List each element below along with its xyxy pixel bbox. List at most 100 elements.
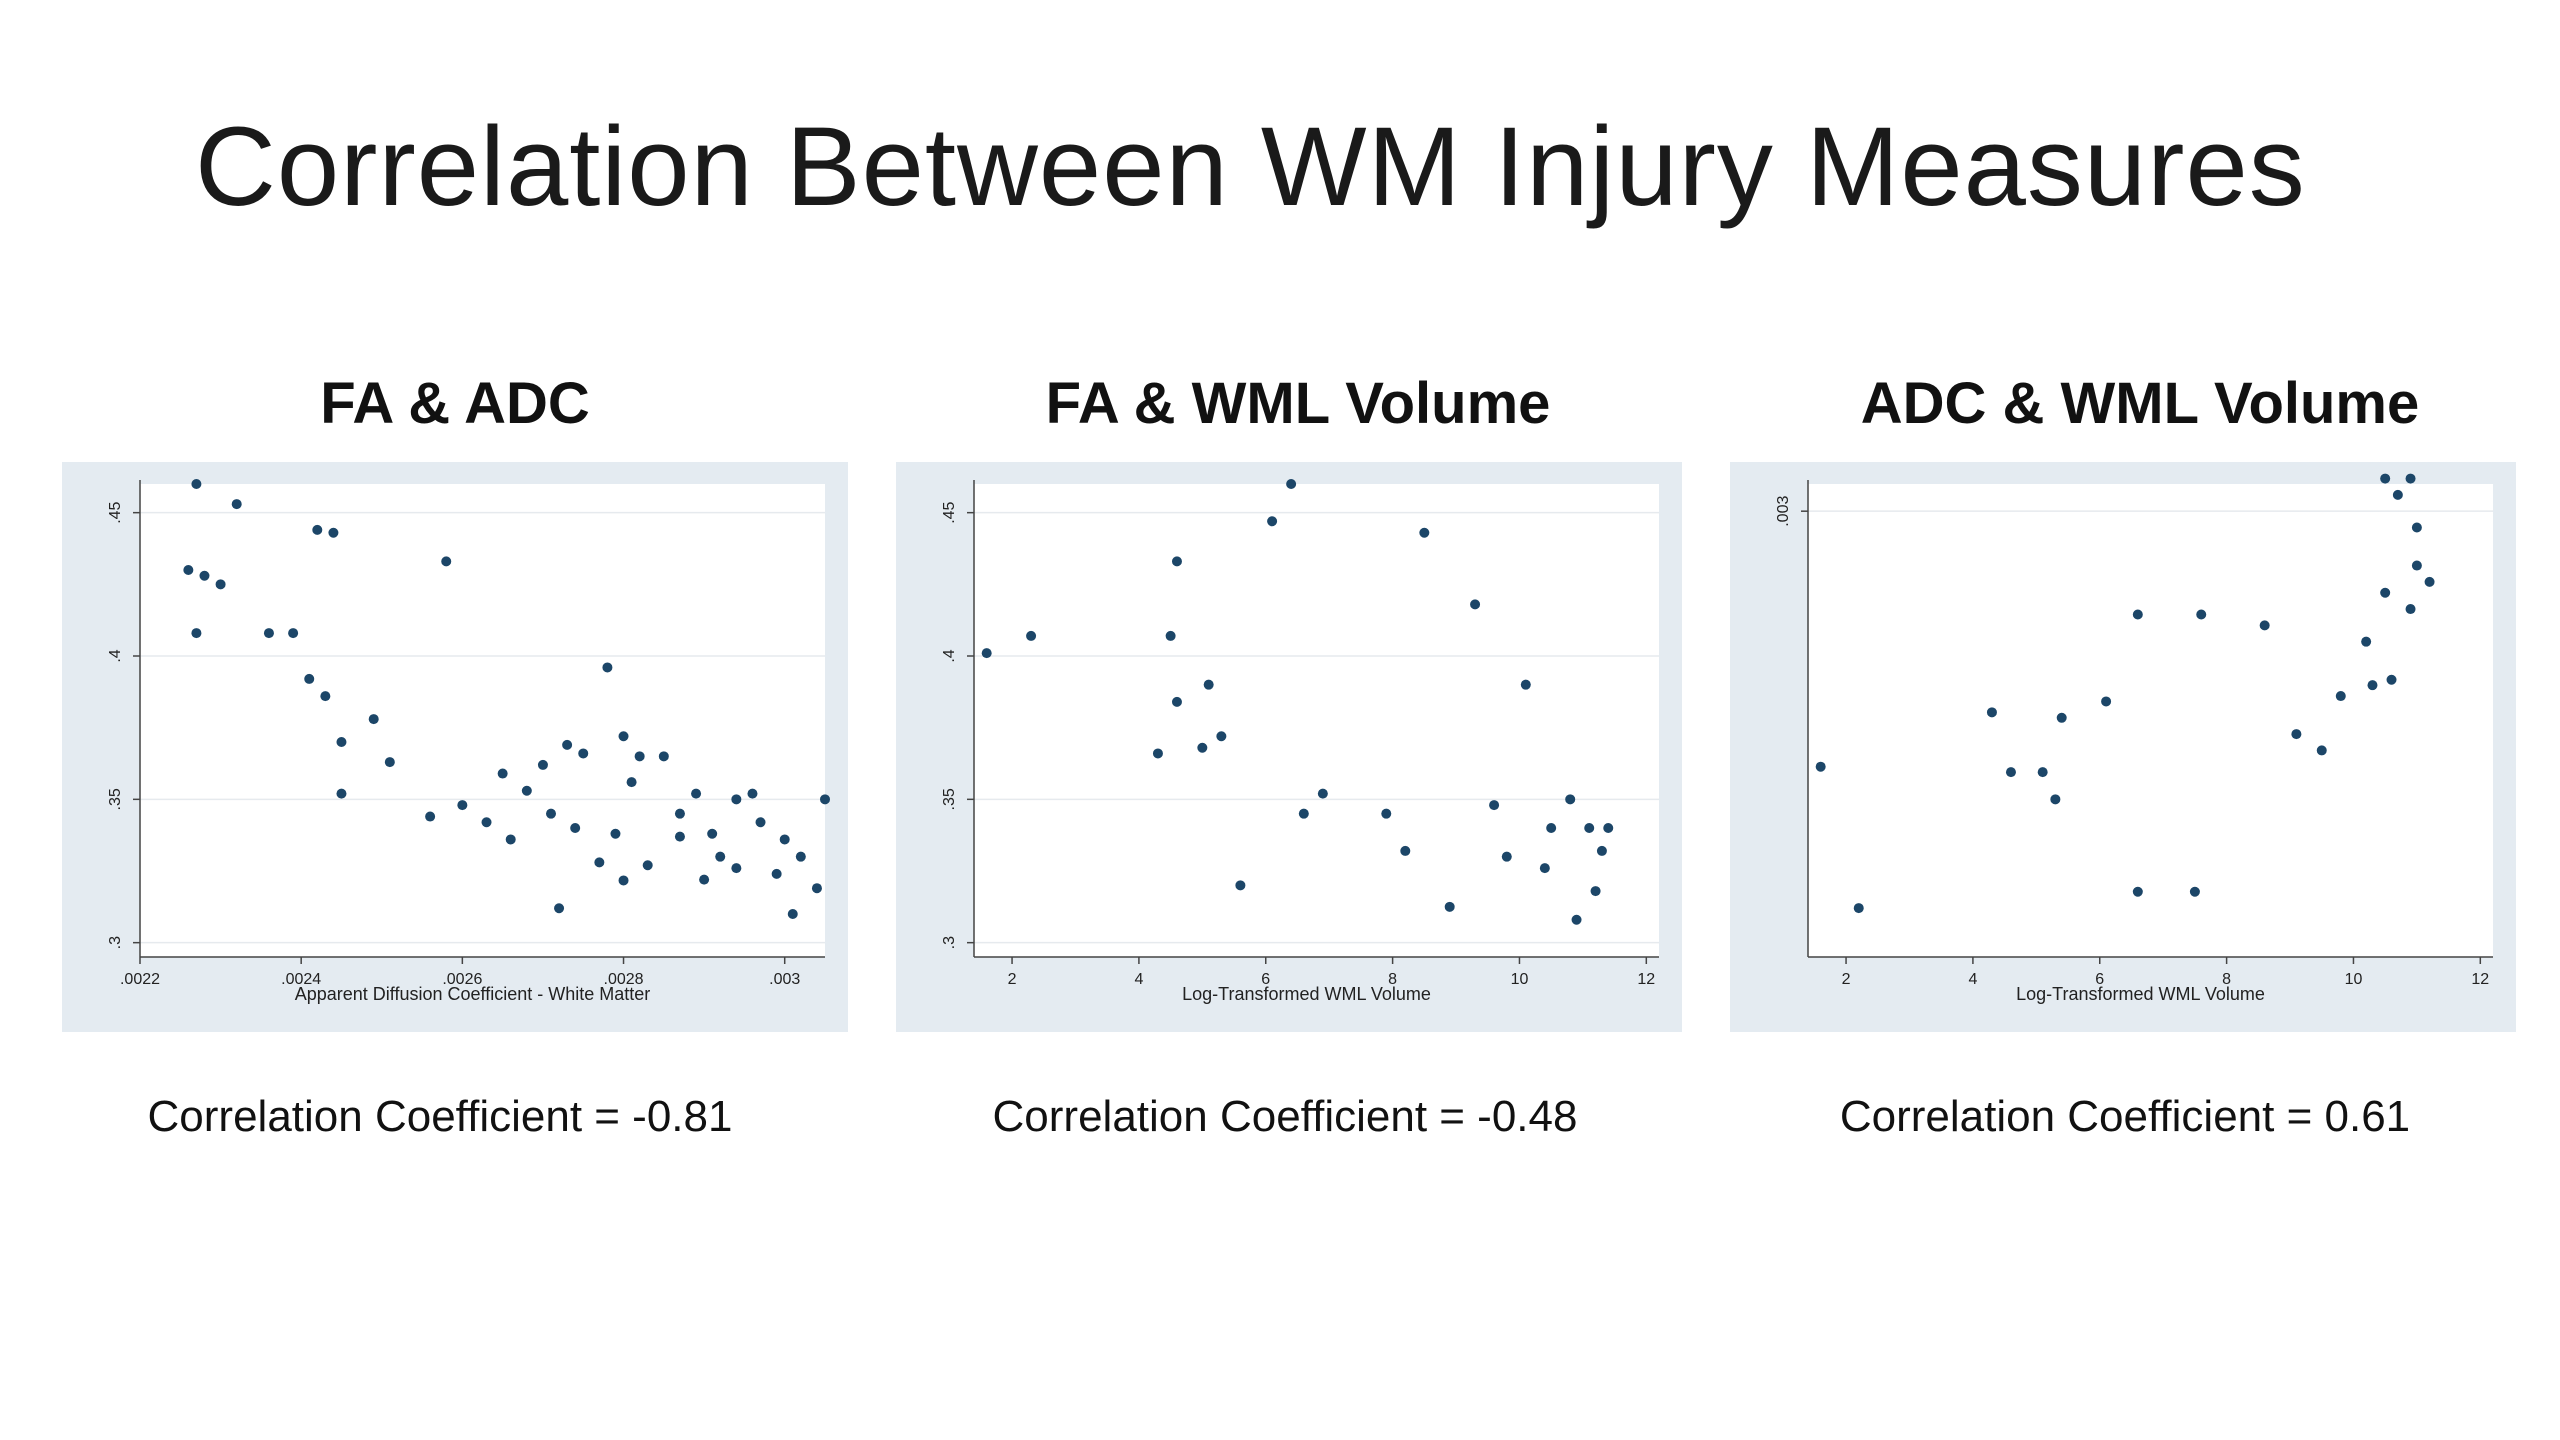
data-point: [457, 800, 468, 811]
data-point: [1216, 731, 1227, 742]
data-point: [1815, 761, 1826, 772]
data-point: [699, 874, 710, 885]
panel-title-fa-wml: FA & WML Volume: [1045, 371, 1551, 436]
scatter-plot-adc-wml: 2 4 6 8 10 12 .003 Log-Transformed WML Volume: [1775, 473, 2493, 1004]
data-point: [1853, 903, 1864, 914]
x-tick-label: 6: [2095, 971, 2104, 988]
data-point: [2291, 729, 2302, 740]
data-point: [320, 691, 331, 702]
data-point: [546, 808, 556, 819]
correlation-coefficient-fa-adc: Correlation Coefficient = -0.81: [147, 1092, 733, 1141]
chart-fa-adc: .0022 .0024 .0026 .0028 .003 .3 .35 .4 .45 Appare…: [62, 462, 848, 1032]
data-point: [521, 785, 532, 796]
x-tick-label: .003: [769, 971, 800, 988]
data-point: [336, 788, 347, 799]
data-point: [731, 863, 742, 874]
correlation-coefficient-fa-wml: Correlation Coefficient = -0.48: [992, 1092, 1578, 1141]
x-tick-label: 6: [1261, 971, 1270, 988]
chart-adc-wml: 2 4 6 8 10 12 .003 Log-Transformed WML Volume: [1730, 462, 2516, 1032]
y-tick-label: .45: [107, 501, 124, 523]
data-point: [820, 794, 830, 805]
chart-fa-wml: 2 4 6 8 10 12 .3 .35 .4 .45 Log-Transformed WML Vo…: [896, 462, 1682, 1032]
data-point: [2196, 609, 2207, 620]
x-axis-label: Apparent Diffusion Coefficient - White M…: [295, 984, 651, 1004]
data-point: [747, 788, 758, 799]
x-tick-label: 10: [2345, 971, 2363, 988]
data-point: [594, 857, 605, 868]
data-point: [1603, 823, 1614, 833]
data-point: [312, 524, 323, 535]
x-axis-label: Log-Transformed WML Volume: [2016, 984, 2265, 1004]
data-point: [2132, 886, 2143, 897]
x-tick-label: 4: [1968, 971, 1977, 988]
slide-title: Correlation Between WM Injury Measures: [195, 104, 2306, 229]
data-point: [2056, 712, 2067, 723]
data-point: [715, 851, 726, 862]
data-point: [199, 570, 210, 581]
data-point: [2132, 609, 2143, 620]
y-tick-label: .3: [941, 936, 958, 949]
data-point: [1171, 556, 1182, 567]
correlation-coefficient-adc-wml: Correlation Coefficient = 0.61: [1839, 1092, 2411, 1141]
data-point: [1489, 800, 1500, 811]
data-point: [2405, 604, 2416, 615]
data-point: [634, 751, 645, 762]
data-point: [570, 823, 581, 833]
panel-title-adc-wml: ADC & WML Volume: [1860, 371, 2420, 436]
data-point: [231, 499, 242, 510]
data-point: [1419, 527, 1430, 538]
data-point: [2380, 473, 2391, 484]
data-point: [1584, 823, 1595, 833]
data-point: [2050, 794, 2061, 805]
data-point: [2367, 680, 2378, 691]
y-tick-label: .35: [941, 788, 958, 810]
data-point: [1317, 788, 1328, 799]
data-point: [505, 834, 516, 845]
x-tick-label: 2: [1008, 971, 1017, 988]
data-point: [2405, 473, 2416, 484]
data-point: [497, 768, 508, 779]
data-point: [2037, 767, 2048, 778]
data-point: [191, 479, 202, 489]
data-point: [779, 834, 790, 845]
data-point: [2380, 587, 2391, 598]
x-tick-label: .0024: [281, 971, 321, 988]
data-point: [2392, 489, 2403, 500]
x-tick-label: .0028: [604, 971, 644, 988]
data-point: [731, 794, 742, 805]
y-tick-label: .45: [941, 501, 958, 523]
data-point: [1235, 880, 1246, 891]
y-tick-label: .35: [107, 788, 124, 810]
data-point: [658, 751, 669, 762]
data-point: [602, 662, 613, 673]
data-point: [2335, 691, 2346, 702]
y-tick-label: .4: [941, 649, 958, 662]
scatter-plot-fa-adc: .0022 .0024 .0026 .0028 .003 .3 .35 .4 .45 Appare…: [107, 479, 830, 1004]
data-point: [2259, 620, 2270, 631]
data-point: [981, 648, 992, 659]
data-point: [562, 739, 573, 750]
data-point: [578, 748, 589, 759]
data-point: [642, 860, 653, 871]
panel-title-fa-adc: FA & ADC: [320, 371, 590, 436]
data-point: [1596, 845, 1607, 856]
data-point: [1590, 886, 1601, 897]
data-point: [1501, 851, 1512, 862]
data-point: [304, 673, 315, 684]
data-point: [215, 579, 226, 590]
data-point: [1197, 742, 1208, 753]
x-tick-label: 2: [1842, 971, 1851, 988]
data-point: [191, 628, 202, 639]
data-point: [2316, 745, 2327, 756]
data-point: [707, 828, 718, 839]
x-tick-label: 12: [2471, 971, 2489, 988]
data-point: [795, 851, 806, 862]
data-point: [2424, 576, 2435, 587]
data-point: [2361, 636, 2372, 647]
x-axis-label: Log-Transformed WML Volume: [1182, 984, 1431, 1004]
x-tick-label: 12: [1637, 971, 1655, 988]
plot-area: [140, 484, 825, 957]
data-point: [2005, 767, 2016, 778]
x-tick-label: .0026: [442, 971, 482, 988]
data-point: [691, 788, 702, 799]
